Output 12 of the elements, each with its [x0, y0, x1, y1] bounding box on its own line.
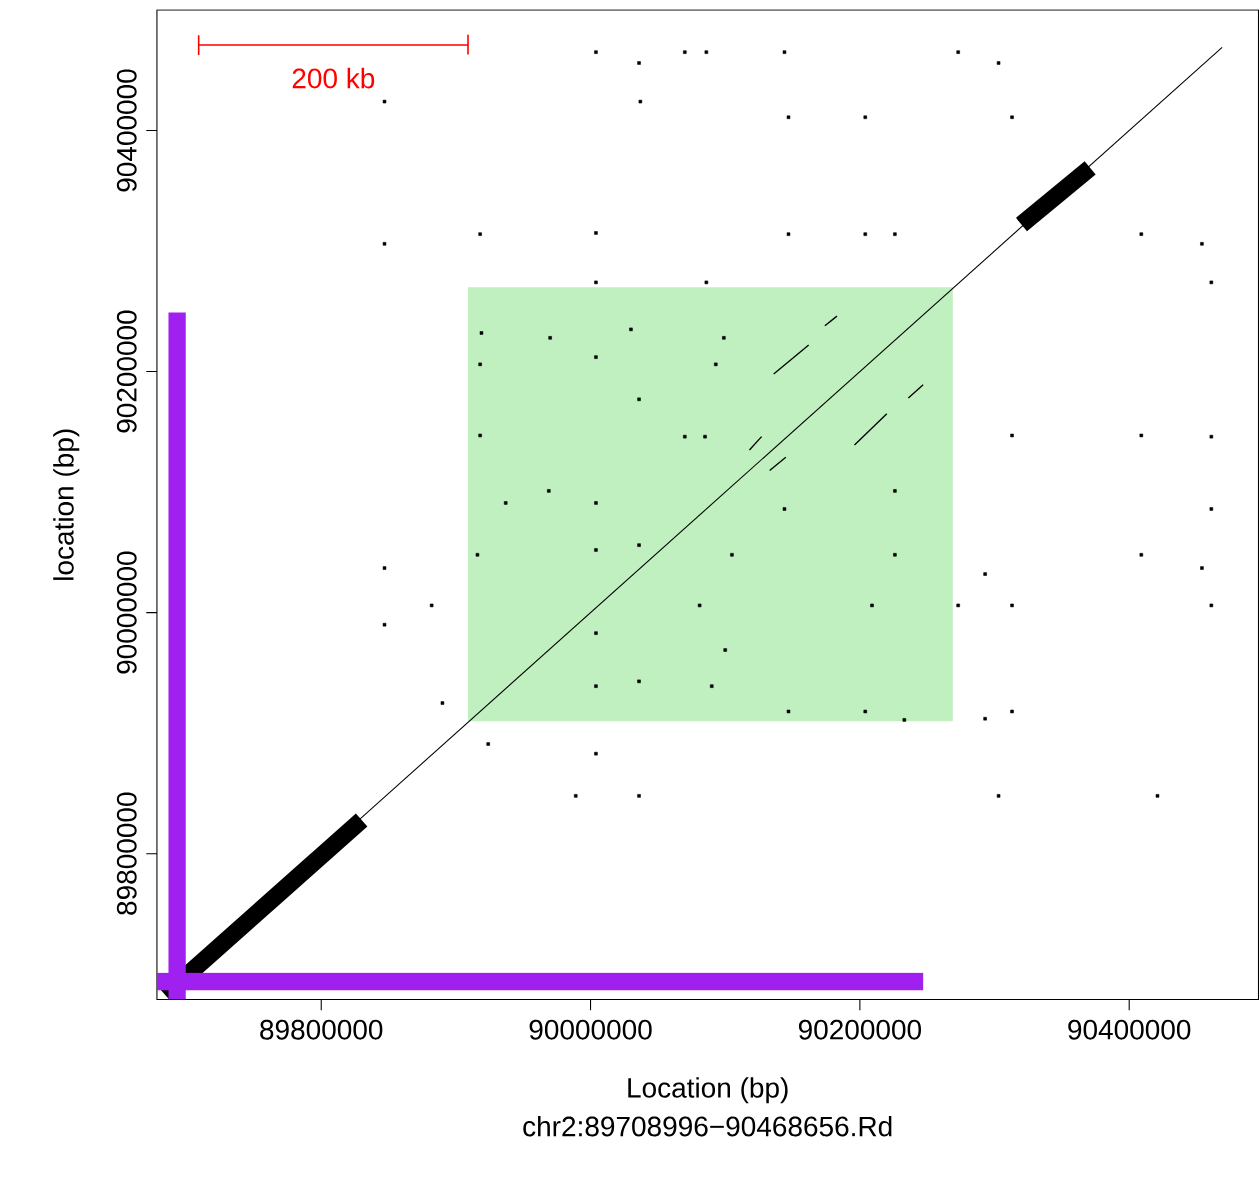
y-tick-label: 90200000: [116, 310, 137, 433]
y-tick-label: 90400000: [116, 69, 137, 192]
text: chr2:89708996−90468656.Rd: [523, 1115, 892, 1137]
x-tick-label: 90400000: [1068, 1019, 1191, 1040]
y-tick-label: 90000000: [116, 551, 137, 674]
y-axis-title: location (bp): [53, 429, 80, 580]
x-axis-title: Location (bp): [628, 1076, 788, 1104]
y-tick-label: 89800000: [116, 792, 137, 915]
x-tick-label: 90200000: [798, 1019, 922, 1040]
annotation: 200 kb: [292, 67, 375, 89]
x-tick-label: 90000000: [529, 1019, 652, 1040]
x-tick-label: 89800000: [260, 1019, 383, 1040]
